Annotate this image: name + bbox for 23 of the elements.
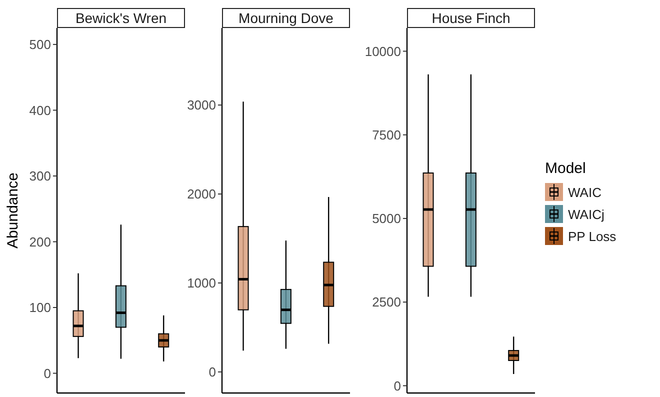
y-axis-title: Abundance: [4, 172, 22, 248]
chart-title: Bewick's Wren: [57, 8, 185, 28]
y-tick-label: 0: [44, 366, 51, 381]
chart-title: House Finch: [407, 8, 535, 28]
legend-label: WAIC: [568, 184, 602, 200]
y-tick-label: 300: [29, 168, 51, 184]
y-tick-label: 0: [208, 364, 216, 380]
y-tick-label: 500: [29, 37, 51, 52]
y-tick-label: 5000: [372, 211, 401, 226]
legend-label: WAICj: [568, 206, 604, 222]
y-tick-label: 1000: [187, 276, 216, 291]
chart-title: Mourning Dove: [222, 8, 350, 28]
y-tick-label: 400: [29, 102, 51, 118]
y-tick-label: 100: [29, 300, 51, 316]
y-tick-label: 3000: [187, 98, 216, 113]
y-tick-label: 0: [394, 378, 401, 394]
y-tick-label: 200: [29, 234, 51, 250]
y-tick-label: 7500: [372, 127, 401, 142]
y-tick-label: 2500: [372, 294, 401, 310]
legend-title: Model: [545, 160, 587, 177]
legend-label: PP Loss: [568, 228, 616, 244]
y-tick-label: 10000: [364, 44, 401, 59]
y-tick-label: 2000: [187, 186, 216, 202]
